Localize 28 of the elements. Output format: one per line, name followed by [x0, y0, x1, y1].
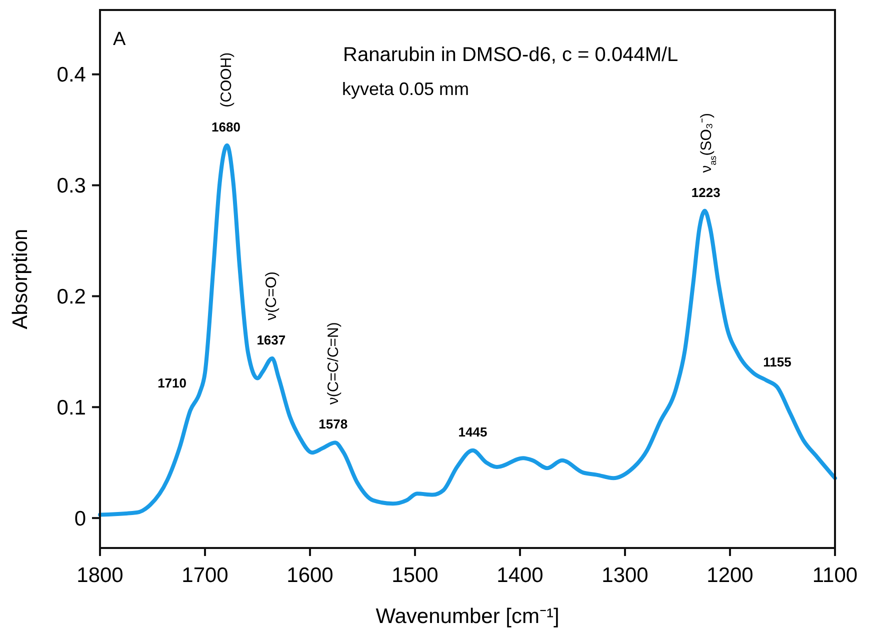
annotation: 1578: [318, 416, 348, 432]
annotation: 1637: [256, 332, 286, 348]
x-tick-label: 1500: [392, 564, 438, 587]
annotation: (COOH): [218, 52, 235, 108]
x-axis-title: Wavenumber [cm⁻¹]: [376, 605, 560, 628]
annotation: ν(C=O): [263, 272, 280, 320]
x-tick-label: 1300: [602, 564, 648, 587]
y-axis-title: Absorption: [9, 228, 32, 330]
text: Ranarubin in DMSO-d6, c = 0.044M/L: [343, 44, 678, 66]
annotation: 1445: [458, 424, 488, 440]
annotation: A: [113, 29, 126, 50]
annotation: 1680: [212, 119, 240, 134]
x-tick-label: 1600: [286, 564, 334, 587]
x-tick-label: 1700: [182, 564, 228, 587]
y-tick-label: 0: [74, 507, 86, 530]
x-tick-label: 1200: [706, 564, 754, 587]
y-tick-label: 0.3: [56, 174, 86, 198]
y-tick-label: 0.2: [56, 286, 86, 309]
annotation: ν(C=C/C=N): [325, 322, 342, 405]
annotation: 1155: [763, 354, 792, 370]
annotation: 1710: [158, 376, 186, 391]
y-tick-label: 0.4: [56, 64, 86, 87]
x-tick-label: 1100: [812, 564, 858, 587]
x-tick-label: 1400: [496, 564, 544, 587]
y-tick-label: 0.1: [56, 396, 86, 420]
x-tick-label: 1800: [76, 564, 124, 587]
annotation: 1223: [691, 184, 720, 200]
text: kyveta 0.05 mm: [342, 79, 470, 99]
